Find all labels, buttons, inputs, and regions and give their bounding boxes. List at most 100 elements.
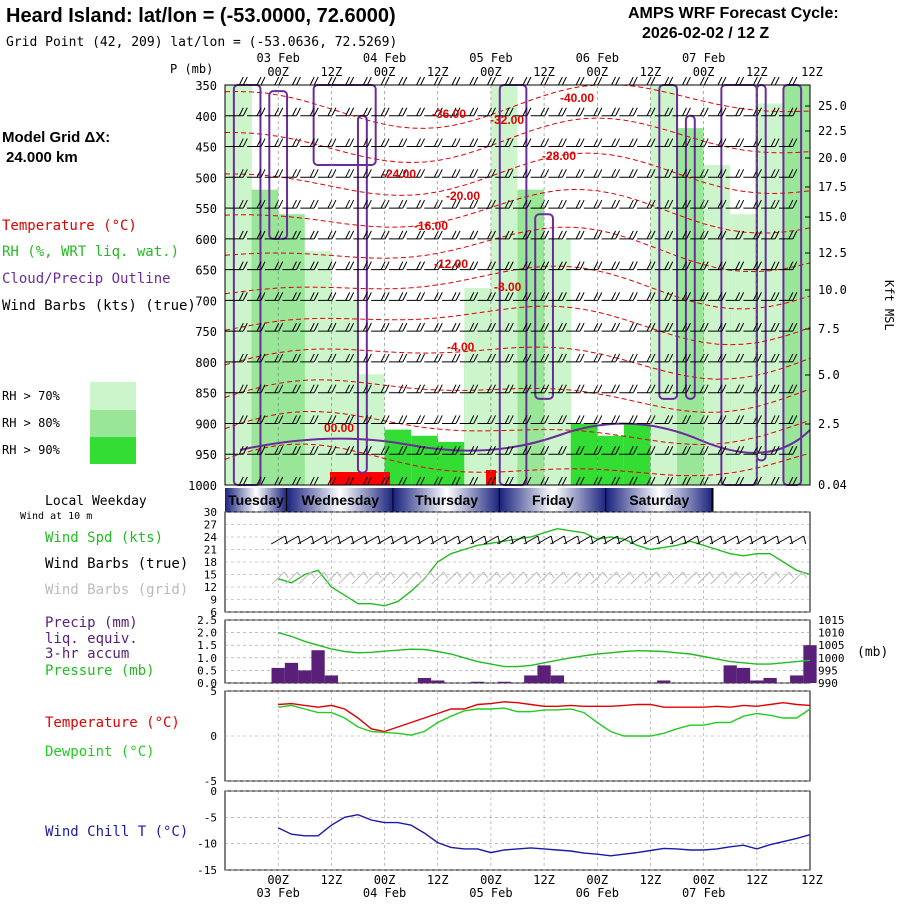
wind-barb — [459, 76, 479, 86]
wind-barb — [778, 199, 798, 209]
wind-barb — [388, 199, 408, 209]
grid-wind-barb — [564, 571, 582, 585]
precip-bar — [763, 677, 777, 683]
rh-shading-column — [490, 85, 518, 485]
wind-barb — [548, 230, 567, 240]
precip-bar — [431, 680, 445, 683]
height-tick-label: 2.5 — [818, 417, 840, 431]
wind-barb — [282, 230, 301, 240]
pressure-tick-label: 500 — [195, 171, 217, 185]
wind-barb — [672, 415, 691, 424]
grid-wind-barb — [524, 571, 542, 585]
weekday-cell — [393, 488, 500, 512]
wind-barb — [495, 138, 514, 148]
wind-barb — [548, 138, 567, 148]
wind-barb — [548, 446, 567, 455]
wind-barb — [406, 384, 426, 394]
wind-barb — [317, 230, 337, 240]
isotherm-line — [224, 152, 811, 196]
grid-wind-barb — [590, 571, 608, 585]
y-tick-label: 2.5 — [197, 614, 217, 627]
wind-barb — [566, 415, 585, 424]
wind-barb — [229, 76, 248, 86]
grid-wind-barb — [484, 571, 502, 585]
wind-barb — [707, 169, 727, 178]
wind-barb — [229, 292, 248, 301]
top-date-label: 06 Feb — [576, 51, 619, 65]
rh-shading-column — [703, 165, 731, 485]
wind-barb — [353, 138, 372, 148]
wind-barb — [229, 107, 248, 117]
wind-barb — [424, 322, 443, 332]
wind-barb — [442, 415, 461, 424]
height-tick-label: 10.0 — [818, 283, 847, 297]
precip-bar — [790, 675, 804, 683]
wind-barb — [442, 169, 461, 178]
wind-barb — [229, 322, 248, 332]
wind-barb — [282, 415, 301, 424]
legend-wind-barbs: Wind Barbs (kts) (true) — [2, 298, 196, 314]
wind-barb — [619, 138, 638, 148]
grid-wind-barb — [551, 571, 568, 585]
y-tick-label: 21 — [204, 544, 217, 557]
wind-barb — [707, 415, 727, 424]
wind-barb — [778, 230, 798, 240]
wind-barb — [566, 107, 585, 117]
cross-section-frame — [224, 84, 811, 486]
wind-barb — [371, 292, 390, 301]
wind-barb — [424, 261, 443, 271]
grid-wind-barb — [670, 571, 688, 585]
wind-barb — [778, 415, 798, 424]
grid-wind-barb — [457, 571, 475, 585]
top-hour-label: 12Z — [640, 65, 662, 79]
bottom-hour-label: 00Z — [480, 873, 502, 887]
wind-barb — [406, 169, 426, 178]
wind-barb — [495, 415, 514, 424]
legend-cloud-outline: Cloud/Precip Outline — [2, 271, 171, 287]
wind-barb — [566, 446, 585, 455]
wind-barb — [761, 107, 780, 117]
pressure-tick-label: 800 — [195, 356, 217, 370]
wind-barb — [495, 169, 514, 178]
wind-barb — [778, 322, 798, 332]
wind-barb — [512, 76, 532, 86]
temperature-line — [278, 701, 811, 733]
wind-barb — [353, 322, 372, 332]
pressure-tick-label: 1010 — [818, 627, 845, 640]
wind-barb — [300, 107, 319, 117]
y-tick-label: 6 — [210, 606, 217, 619]
wind-barb — [778, 446, 798, 455]
windchill-line — [277, 813, 811, 857]
wind-barb — [282, 322, 301, 332]
precip-bar — [736, 667, 751, 683]
precip-bar — [311, 650, 325, 683]
grid-point-subtitle: Grid Point (42, 209) lat/lon = (-53.0636… — [6, 35, 397, 50]
isotherm-line — [224, 379, 811, 413]
wind-barb — [353, 415, 372, 424]
wind-barb — [442, 230, 461, 240]
wind-barb — [512, 292, 532, 301]
wind-barb — [335, 138, 355, 148]
wind-barb — [247, 322, 266, 332]
pressure-legend: Pressure (mb) — [45, 663, 155, 679]
wind-barb — [619, 415, 638, 424]
wind-barb — [654, 353, 674, 363]
wind-barb — [619, 322, 638, 332]
grid-wind-barb — [750, 571, 768, 585]
rh-70-swatch — [90, 382, 136, 410]
wind-barb — [495, 261, 514, 271]
top-date-label: 05 Feb — [469, 51, 512, 65]
wind-barb — [512, 415, 532, 424]
cloud-base-outline — [239, 422, 811, 454]
isotherm-line — [224, 265, 811, 310]
wind-barb — [672, 446, 691, 455]
isotherm-line — [224, 226, 811, 273]
pressure-line — [278, 631, 811, 668]
wind-speed-legend: Wind Spd (kts) — [45, 530, 163, 546]
wind-barb — [282, 384, 301, 394]
wind-barb — [442, 199, 461, 209]
model-grid-label: Model Grid ΔX: — [2, 129, 110, 146]
wind-barb — [778, 292, 798, 301]
wind-barb — [690, 230, 709, 240]
wind-barb — [459, 169, 479, 178]
